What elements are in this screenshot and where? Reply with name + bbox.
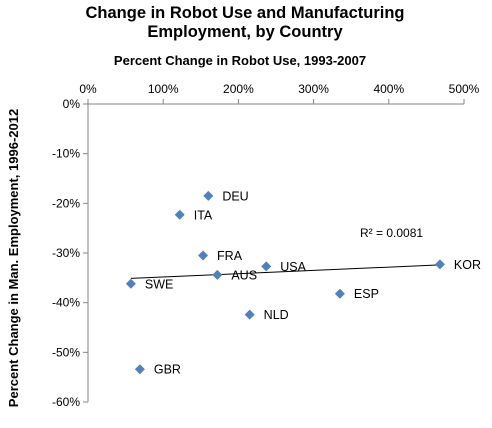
y-tick-label: -50%	[52, 345, 80, 359]
diamond-marker	[434, 259, 445, 270]
data-point-ita: ITA	[174, 208, 213, 222]
diamond-marker	[261, 261, 272, 272]
data-point-usa: USA	[261, 260, 307, 274]
data-point-aus: AUS	[212, 268, 257, 282]
diamond-marker	[125, 278, 136, 289]
point-label: ESP	[354, 287, 379, 301]
diamond-marker	[134, 364, 145, 375]
point-label: AUS	[231, 268, 257, 282]
chart-title-line-2: Employment, by Country	[147, 23, 343, 41]
x-tick-label: 0%	[79, 82, 97, 96]
point-label: ITA	[194, 208, 213, 222]
x-tick-label: 400%	[373, 82, 404, 96]
r-squared-annotation: R² = 0.0081	[360, 226, 423, 240]
x-tick-label: 300%	[298, 82, 329, 96]
y-tick-label: -10%	[52, 147, 80, 161]
data-points: DEU ITA FRA AUS USA KOR SWE ESP NLD GBR	[125, 189, 481, 377]
diamond-marker	[174, 209, 185, 220]
diamond-marker	[212, 269, 223, 280]
y-tick-label: -40%	[52, 296, 80, 310]
x-tick-label: 100%	[148, 82, 179, 96]
point-label: DEU	[222, 189, 248, 203]
trendline-layer	[130, 264, 440, 279]
point-label: KOR	[454, 258, 481, 272]
x-axis-title: Percent Change in Robot Use, 1993-2007	[114, 53, 366, 68]
axes: 0% 100% 200% 300% 400% 500% 0% -10% -20% -30% -40%…	[52, 82, 480, 409]
y-tick-label: -20%	[52, 196, 80, 210]
point-label: SWE	[145, 277, 173, 291]
diamond-marker	[334, 288, 345, 299]
point-label: NLD	[264, 308, 289, 322]
point-label: FRA	[217, 249, 243, 263]
data-point-gbr: GBR	[134, 363, 181, 377]
point-label: GBR	[154, 363, 181, 377]
diamond-marker	[203, 190, 214, 201]
diamond-marker	[198, 250, 209, 261]
diamond-marker	[244, 309, 255, 320]
data-point-nld: NLD	[244, 308, 289, 322]
point-label: USA	[280, 260, 306, 274]
y-tick-label: -60%	[52, 395, 80, 409]
x-tick-label: 500%	[449, 82, 480, 96]
data-point-esp: ESP	[334, 287, 379, 301]
data-point-fra: FRA	[198, 249, 243, 263]
data-point-deu: DEU	[203, 189, 249, 203]
y-axis-title: Percent Change in Man. Employment, 1996-…	[6, 109, 21, 407]
data-point-swe: SWE	[125, 277, 173, 291]
linear-trendline	[130, 264, 440, 279]
x-tick-label: 200%	[223, 82, 254, 96]
data-point-kor: KOR	[434, 258, 481, 272]
y-tick-label: -30%	[52, 246, 80, 260]
chart-title-line-1: Change in Robot Use and Manufacturing	[85, 4, 404, 22]
y-tick-label: 0%	[63, 97, 81, 111]
